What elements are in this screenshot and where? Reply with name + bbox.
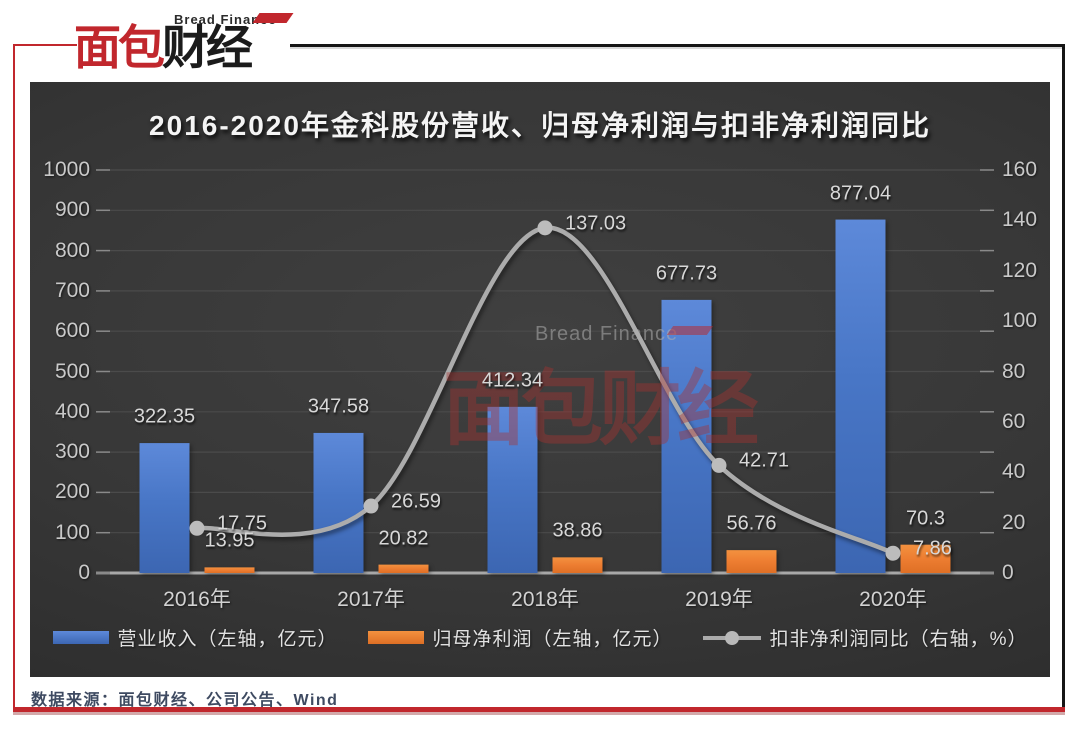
yoy-line (194, 225, 896, 556)
chart-plot (96, 169, 994, 575)
chart-title: 2016-2020年金科股份营收、归母净利润与扣非净利润同比 (149, 110, 931, 141)
net-profit-bar (552, 557, 603, 573)
frame-top-red-line (13, 44, 77, 46)
legend-item: 营业收入（左轴，亿元） (52, 624, 338, 651)
net-profit-bar (726, 550, 777, 573)
frame-bottom-red-line (13, 707, 1065, 712)
net-profit-bar (204, 567, 255, 573)
legend-item: 归母净利润（左轴，亿元） (367, 624, 673, 651)
net-profit-bar (900, 544, 951, 573)
line-marker (885, 545, 901, 561)
chart-panel: 2016-2020年金科股份营收、归母净利润与扣非净利润同比 Brea (30, 82, 1050, 677)
legend-label: 扣非净利润同比（右轴，%） (769, 629, 1028, 650)
frame-right-border (1062, 44, 1065, 712)
legend-swatch (52, 631, 109, 644)
frame-left-border (13, 44, 15, 712)
line-marker (711, 457, 727, 473)
line-marker (189, 520, 205, 536)
legend-label: 归母净利润（左轴，亿元） (432, 629, 673, 650)
logo-zh-red: 面包 (74, 21, 165, 74)
revenue-bar (661, 299, 712, 573)
data-source-note: 数据来源：面包财经、公司公告、Wind (31, 692, 339, 709)
revenue-bar (313, 432, 364, 573)
revenue-bar (139, 443, 190, 573)
logo-red-swoosh-icon (252, 13, 294, 23)
line-marker (537, 220, 553, 236)
legend-item: 扣非净利润同比（右轴，%） (702, 624, 1028, 651)
legend-swatch (367, 631, 424, 644)
net-profit-bar (378, 564, 429, 573)
revenue-bar (835, 219, 886, 573)
revenue-bar (487, 406, 538, 573)
bread-finance-logo: Bread Finance 面包财经 (70, 2, 300, 80)
logo-zh-black: 财经 (162, 21, 253, 74)
logo-chinese-text: 面包财经 (74, 21, 253, 74)
frame-top-black-line (290, 44, 1065, 47)
logo-english-text: Bread Finance (174, 12, 277, 27)
legend-label: 营业收入（左轴，亿元） (117, 629, 338, 650)
line-marker (363, 498, 379, 514)
legend-line-marker-icon (702, 630, 761, 645)
chart-legend: 营业收入（左轴，亿元） 归母净利润（左轴，亿元） 扣非净利润同比（右轴，%） (30, 624, 1050, 651)
